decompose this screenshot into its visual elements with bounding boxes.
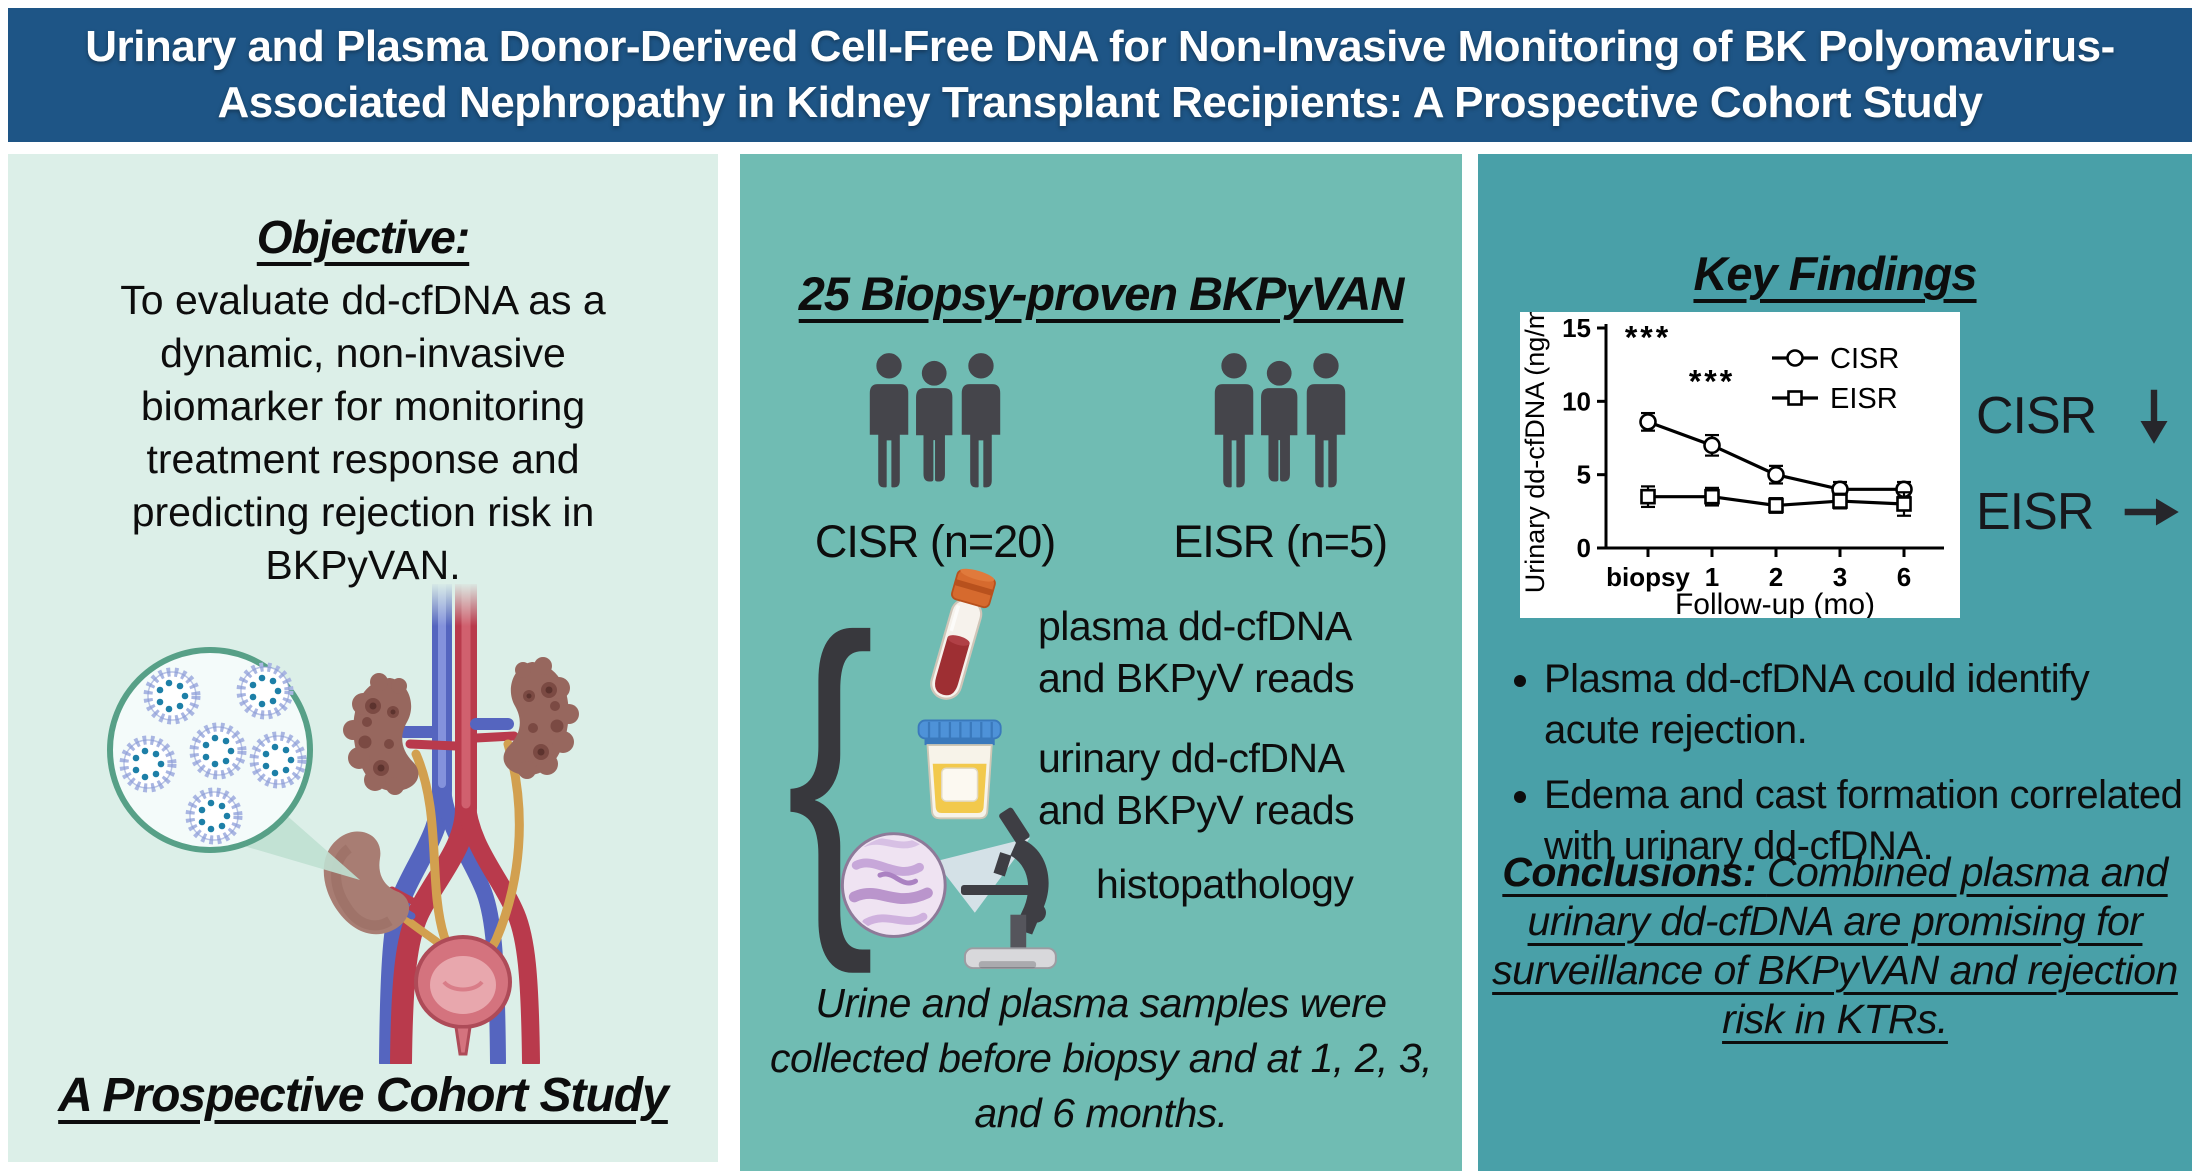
findings-chart: 0 5 10 15 biopsy 1 2 3 6 Follow-up (mo) Urinary dd… [1520,312,1944,618]
key-finding-item: Plasma dd-cfDNA could identify acute rej… [1544,654,2184,756]
trend-eisr-label: EISR [1976,483,2094,541]
conclusions-text: Combined plasma and urinary dd-cfDNA are… [1492,849,2178,1042]
renal-vessels [398,718,519,751]
svg-text:10: 10 [1562,386,1591,416]
trend-cisr-label: CISR [1976,387,2097,445]
svg-text:3: 3 [1833,562,1847,592]
microscope-body [960,807,1057,970]
svg-text:5: 5 [1577,460,1591,490]
svg-text:0: 0 [1577,533,1591,563]
cohort-eisr-label: EISR (n=5) [1173,516,1388,567]
svg-text:CISR: CISR [1830,343,1899,375]
cohort-groups: CISR (n=20) EISR (n=5) [740,348,1462,568]
cohort-cisr-label: CISR (n=20) [814,516,1056,567]
paper-title-line-2: Associated Nephropathy in Kidney Transpl… [217,78,1983,127]
conclusions-label: Conclusions: [1502,849,1757,895]
histopathology-microscope-icon [840,807,1057,970]
people-group-icon [1212,350,1349,491]
bladder [414,935,512,1056]
objective-body: To evaluate dd-cfDNA as a dynamic, non-i… [120,277,606,588]
paper-title-line-1: Urinary and Plasma Donor-Derived Cell-Fr… [85,22,2115,71]
blood-tube-icon [930,568,996,700]
urinary-system-illustration [107,584,579,1064]
svg-text:2: 2 [1769,562,1783,592]
svg-text:biopsy: biopsy [1606,562,1690,592]
plasma-specimen-label: plasma dd-cfDNA and BKPyV reads [1038,603,1355,701]
key-finding-item: Edema and cast formation correlated with… [1544,770,2184,872]
cohort-heading: 25 Biopsy-proven BKPyVAN [798,267,1405,320]
title-banner: Urinary and Plasma Donor-Derived Cell-Fr… [8,8,2192,142]
key-findings-list: Plasma dd-cfDNA could identify acute rej… [1544,654,2184,886]
urine-cup-icon [917,719,1002,820]
objective-heading: Objective: [256,211,470,263]
people-group-icon [867,350,1004,491]
histopathology-label: histopathology [1096,861,1354,907]
native-kidney-right [503,657,579,779]
svg-text:6: 6 [1897,562,1911,592]
trend-eisr: EISR [1976,472,2183,552]
cohort-panel: 25 Biopsy-proven BKPyVAN CISR (n=20) [740,154,1462,1171]
cohort-eisr: EISR (n=5) [1173,348,1388,568]
key-findings-panel: Key Findings 0 5 10 15 biopsy 1 2 3 6 Follow-up (… [1478,154,2192,1171]
svg-text:EISR: EISR [1830,383,1898,415]
urinary-ddcfdna-chart-panel: 0 5 10 15 biopsy 1 2 3 6 Follow-up (mo) Urinary dd… [1520,312,1960,618]
svg-text:***: *** [1625,320,1671,356]
objective-panel: Objective: To evaluate dd-cfDNA as a dyn… [8,154,718,1162]
right-arrow-icon [2125,498,2180,526]
svg-text:1: 1 [1705,562,1719,592]
svg-text:Follow-up (mo): Follow-up (mo) [1675,588,1875,618]
down-arrow-icon [2140,389,2168,444]
conclusions-block: Conclusions: Combined plasma and urinary… [1492,848,2178,1044]
svg-text:Urinary dd-cfDNA (ng/mL): Urinary dd-cfDNA (ng/mL) [1520,312,1550,593]
study-type-footer: A Prospective Cohort Study [58,1069,669,1122]
key-findings-heading: Key Findings [1693,247,1977,300]
urine-specimen-label: urinary dd-cfDNA and BKPyV reads [1038,735,1355,833]
svg-text:***: *** [1689,364,1735,400]
sampling-schedule-note: Urine and plasma samples were collected … [769,980,1433,1136]
svg-text:15: 15 [1562,313,1591,343]
trend-cisr: CISR [1976,376,2186,456]
cohort-cisr: CISR (n=20) [814,348,1056,568]
